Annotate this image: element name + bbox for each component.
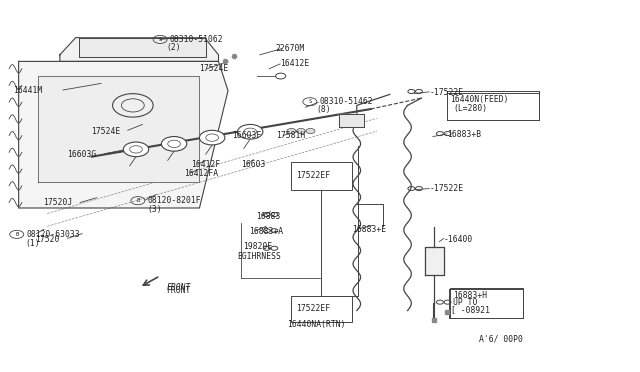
Circle shape [200,130,225,145]
Circle shape [287,128,296,134]
Circle shape [296,128,305,134]
Text: 16883: 16883 [257,212,281,221]
Text: [ -08921: [ -08921 [451,305,490,314]
Bar [291,162,352,190]
Circle shape [306,128,315,134]
Text: 08310-51062: 08310-51062 [170,35,223,44]
Text: 17522EF: 17522EF [296,170,330,180]
Text: 16603G: 16603G [67,150,97,158]
Text: B: B [15,232,19,237]
Polygon shape [38,76,200,182]
Text: 16412FA: 16412FA [184,169,218,178]
Text: 16603: 16603 [241,160,265,169]
Polygon shape [19,61,228,208]
Text: 08120-63033: 08120-63033 [26,230,80,239]
Text: 16440NA(RTN): 16440NA(RTN) [287,320,346,329]
Polygon shape [339,114,364,127]
Text: (1): (1) [25,239,40,248]
Text: S: S [308,99,312,104]
Text: -16400: -16400 [444,235,473,244]
Text: (L=280): (L=280) [453,104,487,113]
Text: B: B [136,198,140,203]
Text: 17524E: 17524E [91,126,120,135]
Text: 08120-8201F: 08120-8201F [147,196,201,205]
Polygon shape [79,38,206,57]
Text: 17520: 17520 [35,235,60,244]
Text: 16883+H: 16883+H [453,291,487,300]
Polygon shape [60,38,218,61]
Polygon shape [425,247,444,275]
Text: 19820E: 19820E [243,242,272,251]
Text: UP TO: UP TO [453,298,477,307]
Text: 16412E: 16412E [280,59,309,68]
Text: 16603F: 16603F [232,131,262,140]
Circle shape [161,137,187,151]
Circle shape [124,142,148,157]
Text: 16440N(FEED): 16440N(FEED) [450,95,509,104]
Text: A'6/ 00P0: A'6/ 00P0 [479,334,522,343]
Text: 17581H: 17581H [276,131,305,140]
Text: EGIHRNESS: EGIHRNESS [237,252,282,261]
Text: -17522E: -17522E [429,185,463,193]
Circle shape [276,73,285,79]
Text: 16883+E: 16883+E [352,225,386,234]
Text: FRONT: FRONT [166,286,191,295]
Text: 17522EF: 17522EF [296,304,330,312]
Bar [450,288,523,318]
Text: S: S [159,37,162,42]
Text: (3): (3) [147,205,162,214]
Text: (8): (8) [316,105,331,114]
Text: FRONT: FRONT [166,283,191,292]
Bar [447,93,539,120]
Text: 17520J: 17520J [44,198,72,207]
Text: 22670M: 22670M [276,44,305,53]
Text: 16441M: 16441M [13,86,43,95]
Text: 17524E: 17524E [200,64,228,73]
Text: (2): (2) [166,44,181,52]
Text: 16883+A: 16883+A [249,227,283,236]
Circle shape [113,94,153,117]
Text: 16412F: 16412F [191,160,220,169]
Circle shape [237,125,263,139]
Text: 16883+B: 16883+B [447,130,481,139]
Text: -17522E: -17522E [429,88,463,97]
Bar [291,296,352,321]
Text: 08310-51462: 08310-51462 [319,97,373,106]
